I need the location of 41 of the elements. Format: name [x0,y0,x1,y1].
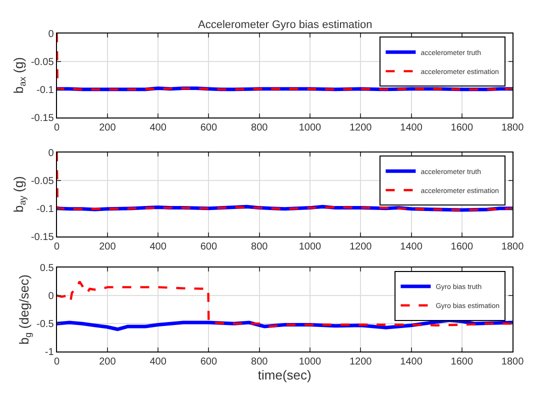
y-tick-label: 0 [48,291,54,302]
y-tick-label: -0.1 [36,204,54,215]
x-tick-label: 200 [99,356,116,368]
x-tick-label: 1800 [501,356,524,368]
x-tick-label: 1200 [350,122,372,134]
x-tick-label: 800 [251,122,268,134]
x-axis-title: time(sec) [258,368,312,383]
x-tick-label: 800 [251,356,268,368]
x-tick-label: 400 [150,122,167,134]
y-tick-label: -0.15 [30,232,54,243]
y-tick-label: 0.5 [40,263,54,274]
x-tick-label: 600 [200,241,218,252]
y-tick-label: -1 [44,347,54,358]
x-tick-label: 200 [99,241,116,252]
x-tick-label: 200 [99,122,116,134]
x-tick-label: 1200 [350,241,372,252]
x-tick-label: 1600 [450,122,474,134]
y-tick-label: 0 [48,28,54,40]
x-tick-label: 1800 [501,241,524,252]
chart-title: Accelerometer Gyro bias estimation [198,19,372,31]
y-tick-label: -0.05 [30,56,54,68]
x-tick-label: 1000 [298,122,322,134]
x-tick-label: 1400 [400,122,423,134]
x-tick-label: 400 [150,241,167,252]
y-tick-label: -0.05 [30,176,54,187]
x-tick-label: 600 [200,356,218,368]
y-tick-label: -0.5 [36,319,54,330]
x-tick-label: 400 [150,356,167,368]
x-tick-label: 1000 [298,241,322,252]
x-tick-label: 1000 [298,356,322,368]
x-tick-label: 1400 [400,241,423,252]
x-tick-label: 1600 [450,241,474,252]
x-tick-label: 1600 [450,356,474,368]
x-tick-label: 800 [251,241,268,252]
y-tick-label: 0 [48,148,54,159]
x-tick-label: 1800 [501,122,524,134]
y-tick-label: -0.1 [36,84,54,96]
x-tick-label: 1400 [400,356,423,368]
x-tick-label: 1200 [350,356,372,368]
y-tick-label: -0.15 [30,112,54,124]
x-tick-label: 600 [200,122,218,134]
